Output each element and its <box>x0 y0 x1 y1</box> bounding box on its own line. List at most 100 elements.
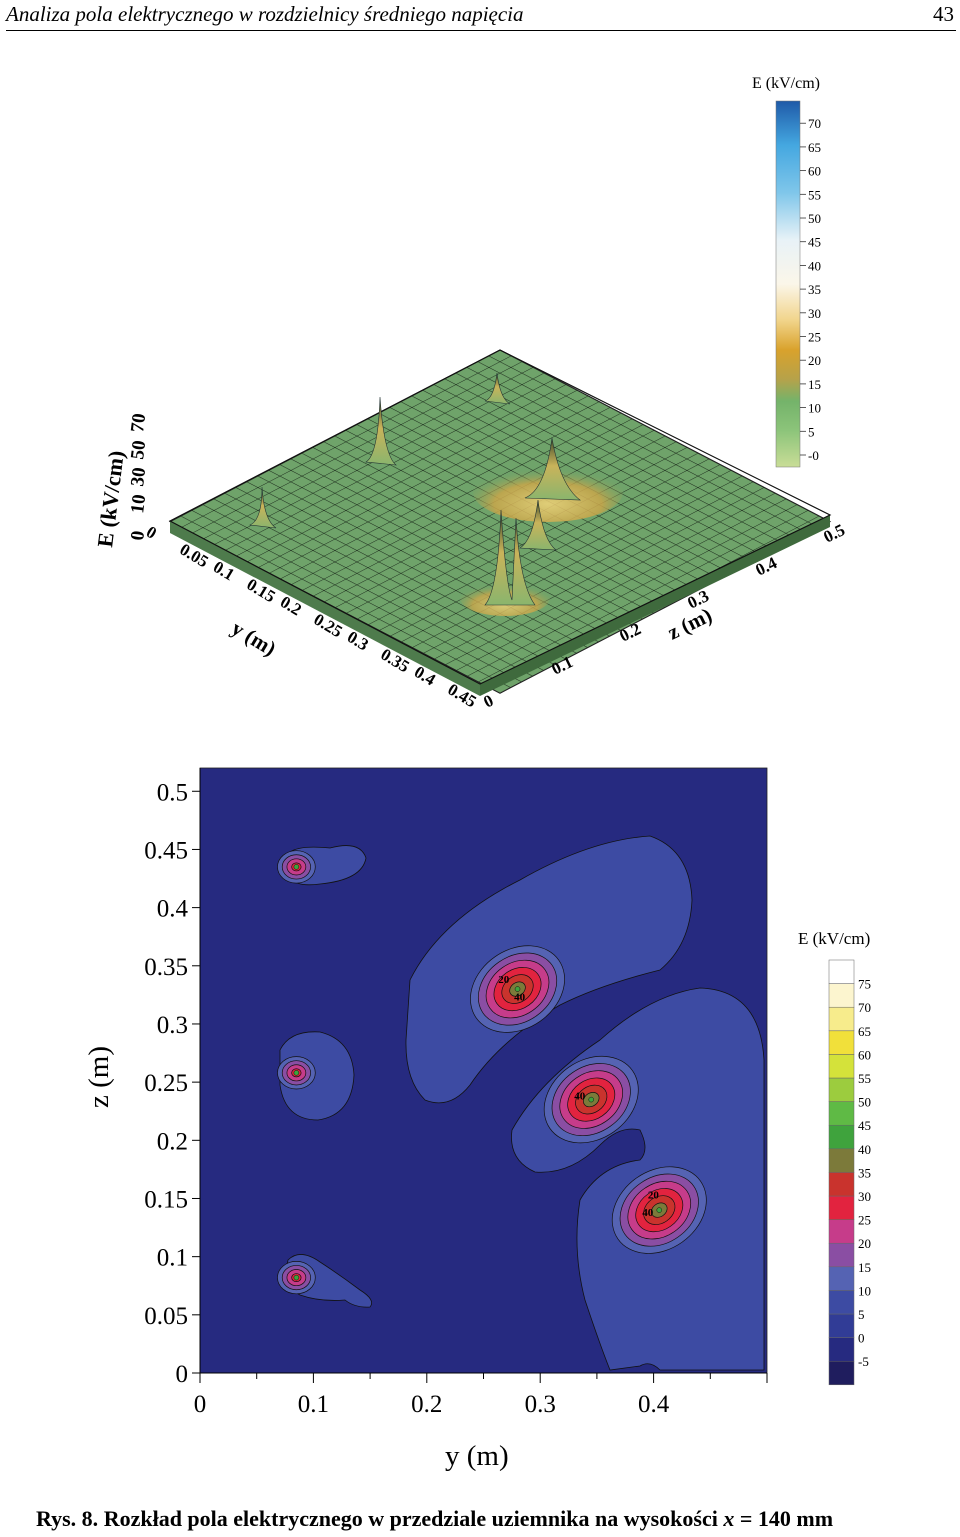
surface-colorbar-tick: 30 <box>808 306 821 321</box>
contour-z-tick: 0.1 <box>157 1245 188 1272</box>
surface-peak <box>365 396 397 466</box>
contour-label: 40 <box>574 1091 586 1103</box>
contour-colorbar-tick: 50 <box>858 1095 871 1110</box>
surface-side-left <box>170 521 480 696</box>
caption-label: Rys. 8. <box>36 1506 99 1531</box>
contour-label: 20 <box>498 974 510 986</box>
contour-colorbar-cell <box>828 1195 855 1220</box>
contour-colorbar-cell <box>828 1337 855 1362</box>
contour-labels: 20 40 40 20 40 <box>498 974 659 1219</box>
contour-z-axis-label: z (m) <box>83 1046 115 1108</box>
contour-colorbar-tick: 25 <box>858 1213 871 1228</box>
contour-colorbar-cell <box>828 1219 855 1244</box>
contour-y-tick: 0.3 <box>525 1391 556 1418</box>
contour-colorbar-cell <box>828 1054 855 1079</box>
contour-colorbar-cell <box>828 983 855 1008</box>
surface-colorbar-tick: 70 <box>808 116 821 131</box>
contour-colorbar-cell <box>828 1148 855 1173</box>
contour-hotspot <box>611 1166 707 1254</box>
contour-colorbar-cell <box>828 1360 855 1386</box>
figure-caption: Rys. 8. Rozkład pola elektrycznego w prz… <box>36 1506 936 1532</box>
surface-e-axis-ticks: 0 10 30 50 70 <box>127 412 150 541</box>
contour-colorbar-title: E (kV/cm) <box>798 929 870 948</box>
surface-e-axis-tick: 50 <box>127 439 150 460</box>
contour-hotspot <box>277 1056 316 1090</box>
surface-y-axis-label: y (m) <box>227 616 280 661</box>
contour-label: 40 <box>514 992 526 1004</box>
surface-colorbar-title: E (kV/cm) <box>752 75 820 92</box>
contour-y-axis-label: y (m) <box>445 1440 509 1472</box>
contour-colorbar-cell <box>828 1077 855 1102</box>
surface-colorbar-tick: 40 <box>808 258 821 273</box>
contour-z-tick: 0.45 <box>144 837 188 864</box>
surface-colorbar-tick: 25 <box>808 330 821 345</box>
surface-colorbar-tick: 20 <box>808 353 821 368</box>
surface-side-right <box>480 515 830 696</box>
contour-colorbar-cell <box>828 1101 855 1126</box>
contour-colorbar-cell <box>828 1242 855 1268</box>
contour-colorbar-cell <box>828 1290 855 1315</box>
surface-peak <box>248 486 277 529</box>
caption-text: Rozkład pola elektrycznego w przedziale … <box>103 1506 718 1531</box>
caption-value: = 140 mm <box>739 1506 834 1531</box>
contour-y-tick: 0.4 <box>638 1391 670 1418</box>
contour-colorbar-cell <box>828 1006 855 1032</box>
contour-colorbar-tick: 45 <box>858 1118 871 1133</box>
surface-colorbar: E (kV/cm) -0 5 10 15 20 25 30 35 40 45 50 55 60 65 70 <box>752 75 821 468</box>
contour-colorbar-tick: 10 <box>858 1283 871 1298</box>
running-title: Analiza pola elektrycznego w rozdzielnic… <box>6 2 524 26</box>
surface-y-axis-tick: 0 <box>143 522 160 543</box>
surface-colorbar-tick: 5 <box>808 424 815 439</box>
contour-region <box>279 1031 355 1121</box>
contour-colorbar-tick: 20 <box>858 1236 871 1251</box>
contour-z-tick: 0.3 <box>157 1012 188 1039</box>
contour-colorbar-cell <box>828 1266 855 1291</box>
contour-y-tick: 0 <box>194 1391 207 1418</box>
surface-colorbar-tick: 50 <box>808 211 821 226</box>
contour-z-axis-ticks: 0 0.05 0.1 0.15 0.2 0.25 0.3 0.35 0.4 0.45 0.5 <box>144 779 200 1388</box>
contour-colorbar-tick: 55 <box>858 1071 871 1086</box>
contour-colorbar-tick: 40 <box>858 1142 871 1157</box>
contour-colorbar-tick: 15 <box>858 1260 871 1275</box>
contour-colorbar-tick: 75 <box>858 977 871 992</box>
surface-e-axis-tick: 30 <box>127 466 150 487</box>
contour-hotspot <box>277 1261 316 1295</box>
page-number: 43 <box>933 2 954 26</box>
contour-colorbar-cell <box>828 1030 855 1055</box>
contour-colorbar-cell <box>828 1313 855 1338</box>
contour-label: 20 <box>648 1189 660 1201</box>
surface-colorbar-tick: 65 <box>808 140 821 155</box>
surface-e-axis-tick: 10 <box>127 493 150 514</box>
surface-e-axis-tick: 70 <box>127 412 150 433</box>
contour-colorbar-tick: 35 <box>858 1165 871 1180</box>
surface-z-axis-tick: 0 <box>480 691 496 712</box>
contour-z-tick: 0.25 <box>144 1070 188 1097</box>
surface-peak <box>484 509 536 606</box>
contour-hotspots <box>277 850 707 1295</box>
contour-hotspot <box>470 945 565 1033</box>
contour-z-tick: 0.35 <box>144 954 188 981</box>
caption-variable: x <box>723 1506 735 1531</box>
surface-colorbar-tick: 55 <box>808 187 821 202</box>
contour-hotspot <box>543 1055 639 1144</box>
contour-y-tick: 0.2 <box>411 1391 442 1418</box>
contour-colorbar-tick: 65 <box>858 1024 871 1039</box>
surface-e-axis-label: E (kV/cm) <box>92 449 129 548</box>
contour-colorbar-cell <box>828 959 855 984</box>
contour-y-axis-ticks: 0 0.1 0.2 0.3 0.4 <box>194 1373 768 1418</box>
contour-hotspot <box>277 850 316 884</box>
surface-peak <box>484 372 511 405</box>
contour-colorbar-tick: 5 <box>858 1307 865 1322</box>
surface-e-axis-tick: 0 <box>127 530 149 542</box>
contour-z-tick: 0.2 <box>157 1128 188 1155</box>
surface-peak <box>524 437 581 501</box>
contour-colorbar-tick: -5 <box>858 1354 869 1369</box>
surface-z-axis-label: z (m) <box>664 603 716 645</box>
contour-colorbar-tick: 70 <box>858 1000 871 1015</box>
contour-z-tick: 0.15 <box>144 1186 188 1213</box>
surface-colorbar-tick: 35 <box>808 282 821 297</box>
surface-colorbar-tick: 45 <box>808 235 821 250</box>
